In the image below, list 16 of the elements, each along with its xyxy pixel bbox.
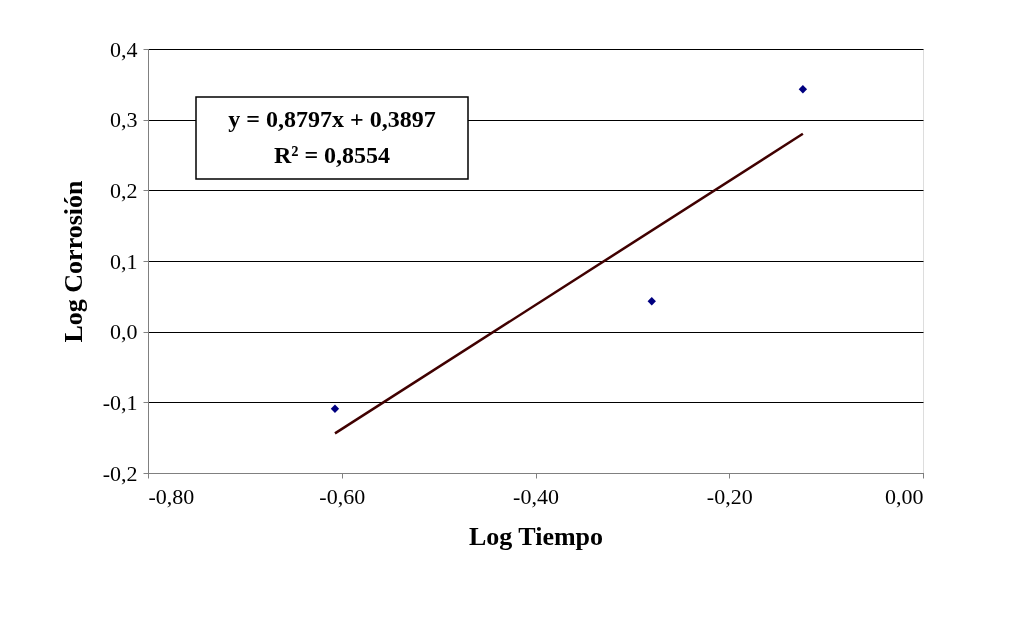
- x-tick-label: -0,60: [319, 483, 366, 509]
- y-tick-label: -0,2: [102, 460, 138, 486]
- x-tick-label: 0,00: [885, 483, 924, 509]
- annotation: y = 0,8797x + 0,3897: [228, 106, 436, 132]
- x-tick-label: -0,20: [706, 483, 753, 509]
- x-axis-title: Log Tiempo: [468, 521, 604, 551]
- x-tick-label: -0,40: [513, 483, 559, 509]
- y-tick-label: -0,1: [102, 389, 138, 415]
- annotation: R² = 0,8554: [273, 142, 391, 168]
- x-tick-label: -0,80: [148, 483, 195, 509]
- y-tick-label: 0,1: [110, 248, 138, 274]
- y-tick-label: 0,0: [110, 319, 138, 345]
- y-tick-label: 0,3: [110, 107, 138, 133]
- y-tick-label: 0,4: [110, 36, 138, 62]
- y-axis-title: Log Corrosión: [58, 179, 88, 343]
- y-tick-label: 0,2: [110, 177, 138, 203]
